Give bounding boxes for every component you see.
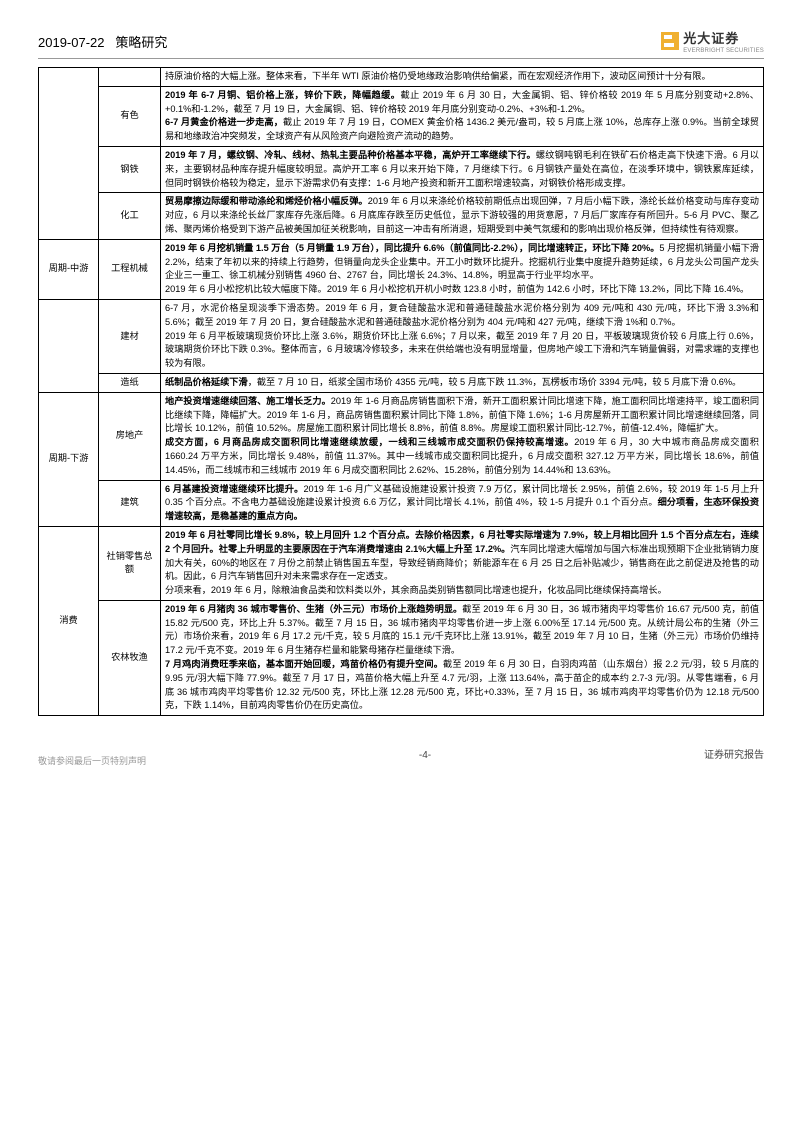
table-row: 农林牧渔2019 年 6 月猪肉 36 城市零售价、生猪（外三元）市场价上涨趋势…	[39, 600, 764, 715]
header-left: 2019-07-22 策略研究	[38, 32, 167, 51]
row-content: 2019 年 6 月猪肉 36 城市零售价、生猪（外三元）市场价上涨趋势明显。截…	[161, 600, 764, 715]
category-level1: 周期-中游	[39, 239, 99, 299]
row-content: 2019 年 6 月挖机销量 1.5 万台（5 月销量 1.9 万台），同比提升…	[161, 239, 764, 299]
table-row: 周期-中游工程机械2019 年 6 月挖机销量 1.5 万台（5 月销量 1.9…	[39, 239, 764, 299]
category-level1	[39, 68, 99, 240]
category-level2: 建材	[99, 299, 161, 373]
table-row: 周期-下游房地产地产投资增速继续回落、施工增长乏力。2019 年 1-6 月商品…	[39, 392, 764, 480]
brand-name-en: EVERBRIGHT SECURITIES	[683, 48, 764, 54]
brand-logo-icon	[661, 32, 679, 50]
row-content: 贸易摩擦边际缓和带动涤纶和烯烃价格小幅反弹。2019 年 6 月以来涤纶价格较前…	[161, 193, 764, 239]
row-content: 6-7 月，水泥价格呈现淡季下滑态势。2019 年 6 月，复合硅酸盐水泥和普通…	[161, 299, 764, 373]
row-content: 2019 年 7 月，螺纹钢、冷轧、线材、热轧主要品种价格基本平稳，高炉开工率继…	[161, 146, 764, 192]
category-level2: 有色	[99, 86, 161, 146]
category-level1: 周期-下游	[39, 392, 99, 526]
footer-left: 敬请参阅最后一页特别声明	[38, 754, 146, 767]
row-content: 持原油价格的大幅上涨。整体来看，下半年 WTI 原油价格仍受地缘政治影响供给偏紧…	[161, 68, 764, 87]
table-row: 造纸纸制品价格延续下滑，截至 7 月 10 日，纸浆全国市场价 4355 元/吨…	[39, 373, 764, 392]
table-row: 消费社销零售总额2019 年 6 月社零同比增长 9.8%，较上月回升 1.2 …	[39, 526, 764, 600]
brand-name: 光大证券	[683, 31, 739, 46]
category-level2: 造纸	[99, 373, 161, 392]
category-level1	[39, 299, 99, 392]
header-right: 光大证券 EVERBRIGHT SECURITIES	[661, 28, 764, 54]
category-level2: 农林牧渔	[99, 600, 161, 715]
category-level2: 钢铁	[99, 146, 161, 192]
footer-right: 证券研究报告	[704, 746, 764, 761]
row-content: 6 月基建投资增速继续环比提升。2019 年 1-6 月广义基础设施建设累计投资…	[161, 480, 764, 526]
table-row: 钢铁2019 年 7 月，螺纹钢、冷轧、线材、热轧主要品种价格基本平稳，高炉开工…	[39, 146, 764, 192]
category-level2	[99, 68, 161, 87]
row-content: 2019 年 6 月社零同比增长 9.8%，较上月回升 1.2 个百分点。去除价…	[161, 526, 764, 600]
table-row: 有色2019 年 6-7 月铜、铝价格上涨，锌价下跌，降幅趋缓。截止 2019 …	[39, 86, 764, 146]
table-row: 化工贸易摩擦边际缓和带动涤纶和烯烃价格小幅反弹。2019 年 6 月以来涤纶价格…	[39, 193, 764, 239]
row-content: 地产投资增速继续回落、施工增长乏力。2019 年 1-6 月商品房销售面积下滑，…	[161, 392, 764, 480]
page-footer: 敬请参阅最后一页特别声明 -4- 证券研究报告	[38, 746, 764, 761]
category-level2: 房地产	[99, 392, 161, 480]
header-date: 2019-07-22	[38, 35, 105, 50]
industry-table: 持原油价格的大幅上涨。整体来看，下半年 WTI 原油价格仍受地缘政治影响供给偏紧…	[38, 67, 764, 716]
header-category: 策略研究	[115, 35, 167, 50]
table-row: 建筑6 月基建投资增速继续环比提升。2019 年 1-6 月广义基础设施建设累计…	[39, 480, 764, 526]
category-level2: 建筑	[99, 480, 161, 526]
row-content: 纸制品价格延续下滑，截至 7 月 10 日，纸浆全国市场价 4355 元/吨，较…	[161, 373, 764, 392]
category-level1: 消费	[39, 526, 99, 715]
page-header: 2019-07-22 策略研究 光大证券 EVERBRIGHT SECURITI…	[38, 28, 764, 59]
category-level2: 社销零售总额	[99, 526, 161, 600]
table-row: 持原油价格的大幅上涨。整体来看，下半年 WTI 原油价格仍受地缘政治影响供给偏紧…	[39, 68, 764, 87]
category-level2: 化工	[99, 193, 161, 239]
row-content: 2019 年 6-7 月铜、铝价格上涨，锌价下跌，降幅趋缓。截止 2019 年 …	[161, 86, 764, 146]
table-row: 建材6-7 月，水泥价格呈现淡季下滑态势。2019 年 6 月，复合硅酸盐水泥和…	[39, 299, 764, 373]
footer-page-no: -4-	[146, 750, 704, 761]
category-level2: 工程机械	[99, 239, 161, 299]
